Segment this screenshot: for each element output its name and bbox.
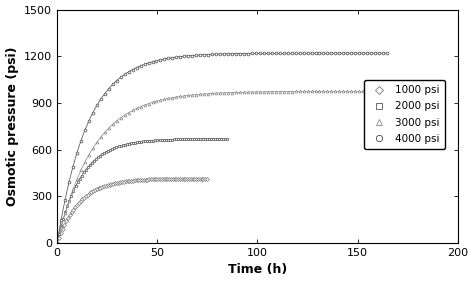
Y-axis label: Osmotic pressure (psi): Osmotic pressure (psi) [6, 47, 18, 206]
X-axis label: Time (h): Time (h) [228, 263, 287, 276]
2000 psi [56, 233, 62, 236]
2000 psi [64, 205, 70, 208]
4000 psi [58, 218, 64, 222]
Line: 2000 psi: 2000 psi [56, 137, 228, 244]
4000 psi [201, 53, 207, 56]
4000 psi [74, 151, 80, 155]
4000 psi [217, 52, 223, 56]
1000 psi [168, 177, 174, 180]
Line: 3000 psi: 3000 psi [56, 90, 389, 244]
1000 psi [54, 241, 60, 245]
Legend: 1000 psi, 2000 psi, 3000 psi, 4000 psi: 1000 psi, 2000 psi, 3000 psi, 4000 psi [364, 80, 445, 149]
2000 psi [138, 140, 144, 143]
4000 psi [305, 52, 310, 55]
1000 psi [121, 180, 127, 183]
3000 psi [54, 241, 60, 245]
1000 psi [56, 236, 62, 240]
3000 psi [384, 90, 390, 93]
1000 psi [175, 177, 181, 180]
3000 psi [201, 92, 207, 96]
Line: 4000 psi: 4000 psi [56, 52, 389, 244]
2000 psi [191, 137, 197, 141]
3000 psi [305, 90, 310, 93]
4000 psi [320, 52, 326, 55]
1000 psi [204, 177, 210, 180]
3000 psi [217, 91, 223, 95]
1000 psi [64, 220, 69, 223]
2000 psi [224, 137, 230, 140]
1000 psi [128, 179, 134, 182]
Line: 1000 psi: 1000 psi [56, 177, 209, 244]
3000 psi [74, 178, 80, 181]
3000 psi [320, 90, 326, 93]
4000 psi [54, 241, 60, 245]
4000 psi [384, 51, 390, 55]
2000 psi [54, 241, 60, 245]
2000 psi [130, 141, 136, 145]
2000 psi [183, 138, 189, 141]
3000 psi [58, 226, 64, 229]
